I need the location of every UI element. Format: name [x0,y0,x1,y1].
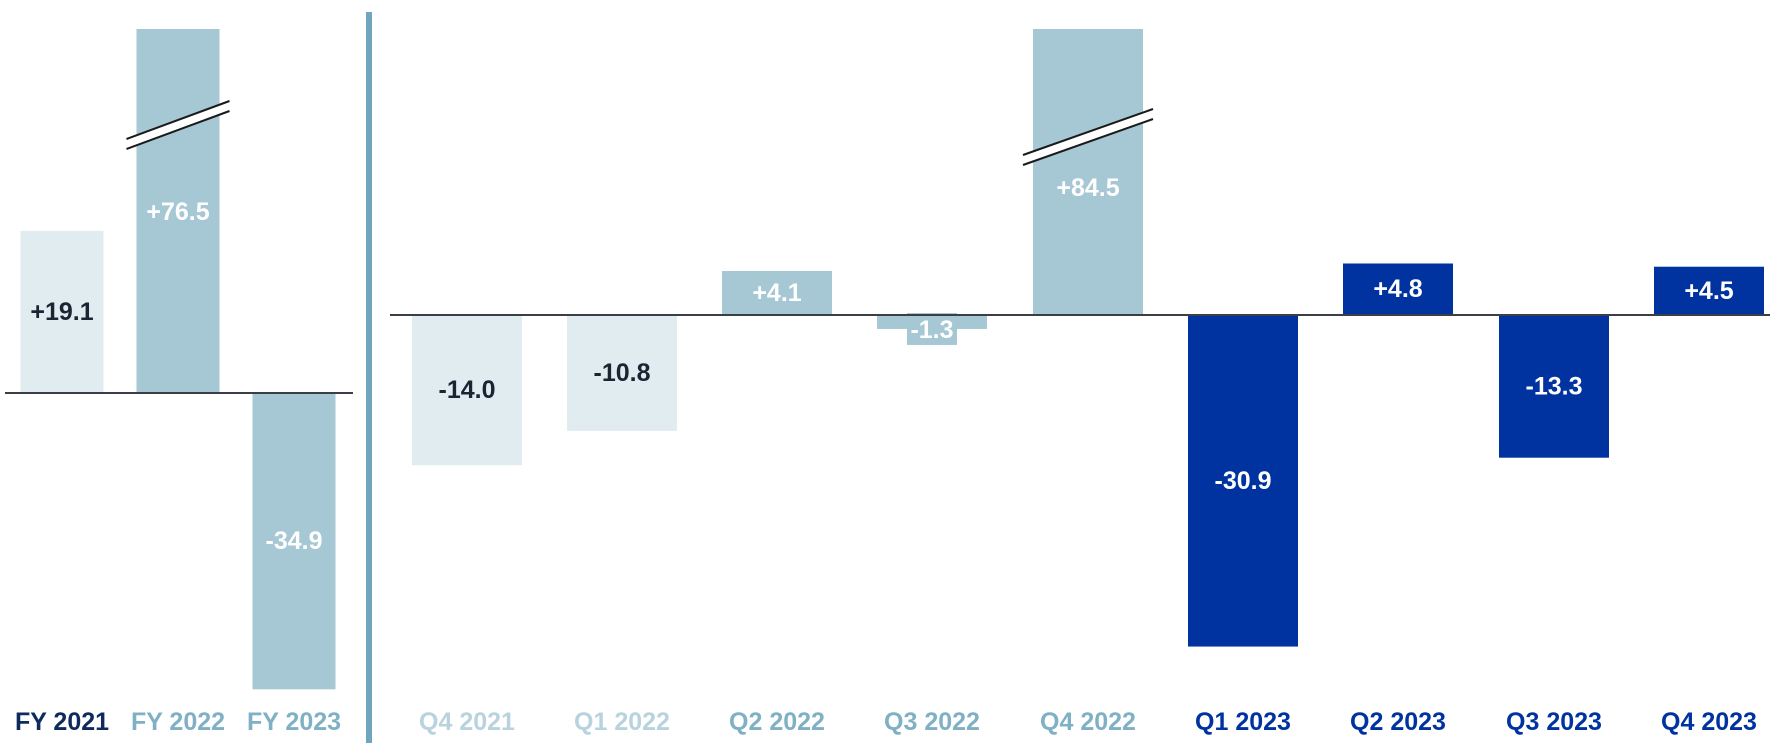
quarterly-category-label-8: Q3 2023 [1506,708,1602,736]
annual-data-label-1: +19.1 [30,298,93,326]
quarterly-category-label-3: Q2 2022 [729,708,825,736]
quarterly-data-label-2: -10.8 [594,359,651,387]
quarterly-category-label-7: Q2 2023 [1350,708,1446,736]
annual-break-line-a-2 [126,110,230,150]
quarterly-data-label-6: -30.9 [1215,467,1272,495]
quarterly-category-label-1: Q4 2021 [419,708,515,736]
annual-bar-3 [252,393,336,690]
annual-break-line-b-2 [126,100,230,140]
annual-bar-2 [136,29,220,393]
annual-category-label-1: FY 2021 [15,708,109,736]
quarterly-bar-6 [1188,315,1298,647]
quarterly-data-label-4: -1.3 [910,316,953,344]
quarterly-data-label-7: +4.8 [1373,275,1422,303]
quarterly-category-label-2: Q1 2022 [574,708,670,736]
quarterly-bar-7 [1343,263,1453,315]
quarterly-category-label-5: Q4 2022 [1040,708,1136,736]
annual-category-label-3: FY 2023 [247,708,341,736]
quarterly-label-box-4 [907,313,957,345]
quarterly-bar-3 [722,271,832,315]
annual-break-gap-2 [126,101,230,149]
quarterly-bar-2 [567,315,677,431]
annual-bar-1 [20,230,104,393]
quarterly-bar-5 [1033,29,1143,315]
quarterly-category-label-9: Q4 2023 [1661,708,1757,736]
annual-data-label-3: -34.9 [266,527,323,555]
quarterly-data-label-9: +4.5 [1684,277,1733,305]
quarterly-break-line-a-5 [1022,118,1154,166]
panel-divider [366,12,372,743]
quarterly-bar-8 [1499,315,1609,458]
annual-category-label-2: FY 2022 [131,708,225,736]
quarterly-category-label-4: Q3 2022 [884,708,980,736]
quarterly-bar-1 [412,315,522,466]
quarterly-data-label-8: -13.3 [1526,372,1583,400]
quarterly-data-label-5: +84.5 [1056,174,1119,202]
quarterly-break-line-b-5 [1022,108,1154,156]
annual-data-label-2: +76.5 [146,198,209,226]
quarterly-category-label-6: Q1 2023 [1195,708,1291,736]
quarterly-data-label-1: -14.0 [439,376,496,404]
quarterly-data-label-3: +4.1 [752,279,801,307]
quarterly-break-gap-5 [1023,109,1153,165]
quarterly-bar-9 [1654,266,1764,315]
